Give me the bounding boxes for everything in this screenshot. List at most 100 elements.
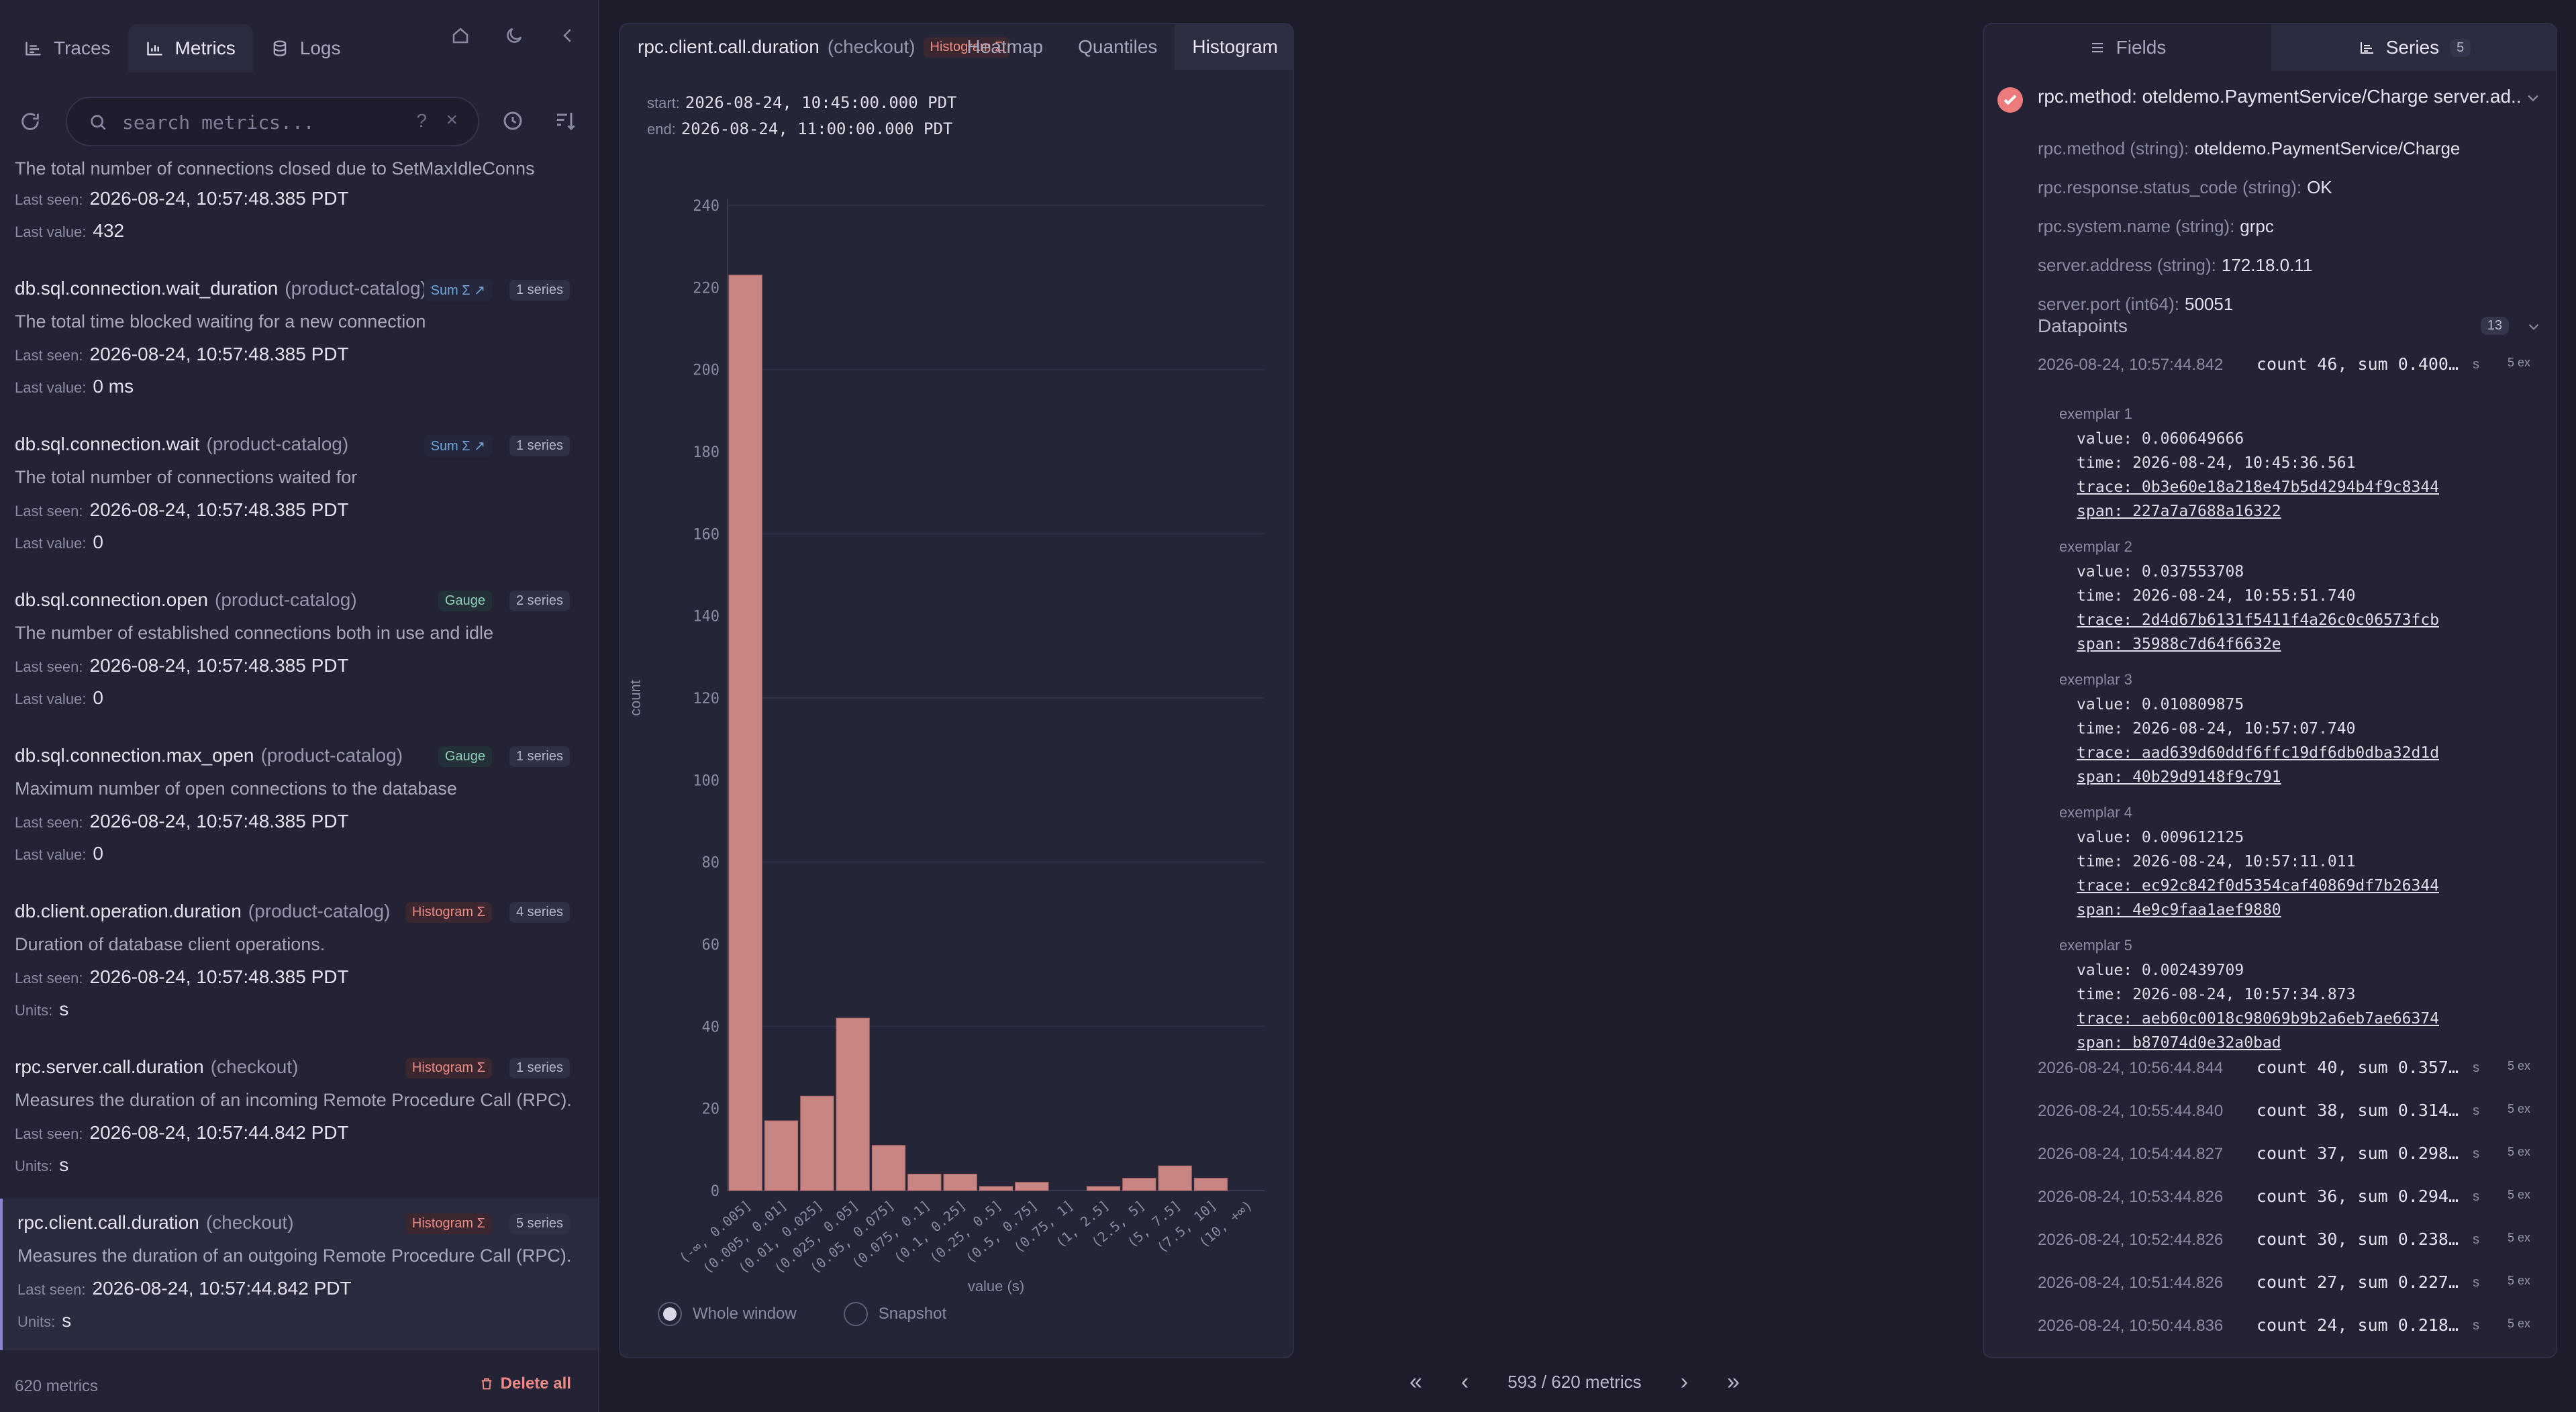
time-range: start: 2026-08-24, 10:45:00.000 PDT end: 2… xyxy=(647,90,956,142)
radio-whole-window-dot xyxy=(658,1302,682,1326)
traces-icon xyxy=(26,42,41,56)
series-selected-check-icon[interactable] xyxy=(1997,87,2023,113)
tab-series[interactable]: Series 5 xyxy=(2271,24,2556,71)
metric-service: (checkout) xyxy=(205,1212,294,1233)
metric-service: (product-catalog) xyxy=(285,278,427,299)
home-icon[interactable] xyxy=(450,26,470,46)
metric-description: The number of established connections bo… xyxy=(15,623,493,643)
moon-icon[interactable] xyxy=(504,26,524,46)
histogram-bar xyxy=(1086,1186,1121,1191)
search-clear-icon[interactable]: × xyxy=(446,109,458,131)
tab-quantiles[interactable]: Quantiles xyxy=(1078,36,1158,57)
metric-last-seen: Last seen: 2026-08-24, 10:57:44.842 PDT xyxy=(17,1278,352,1299)
metric-list-item[interactable]: db.sql.connection.wait_duration (product… xyxy=(0,264,598,420)
tab-histogram[interactable]: Histogram xyxy=(1175,24,1293,70)
histogram-bar xyxy=(1122,1178,1156,1191)
tab-traces[interactable]: Traces xyxy=(7,24,128,72)
exemplar-trace-link[interactable]: trace: 0b3e60e18a218e47b5d4294b4f9c8344 xyxy=(2077,478,2440,496)
histogram-bar xyxy=(728,274,762,1191)
exemplar-span-link[interactable]: span: 4e9c9faa1aef9880 xyxy=(2077,901,2281,919)
datapoint-row[interactable]: 2026-08-24, 10:49:44.832 count 18, sum 0… xyxy=(2038,1357,2545,1358)
histogram-bar xyxy=(907,1174,942,1191)
metric-list-item[interactable]: db.client.operation.duration (product-ca… xyxy=(0,887,598,1043)
exemplar-trace-link[interactable]: trace: aad639d60ddf6ffc19df6db0dba32d1d xyxy=(2077,744,2440,762)
datapoint-row[interactable]: 2026-08-24, 10:54:44.827 count 37, sum 0… xyxy=(2038,1142,2545,1180)
datapoint-summary: count 27, sum 0.227… xyxy=(2257,1272,2459,1292)
metric-list-item[interactable]: The total number of connections closed d… xyxy=(0,153,598,264)
metric-list-item[interactable]: rpc.server.call.duration (checkout) Hist… xyxy=(0,1043,598,1199)
sort-icon[interactable] xyxy=(553,109,577,133)
metric-series-badge: 4 series xyxy=(509,902,570,923)
series-attribute: rpc.system.name (string): grpc xyxy=(2038,216,2274,237)
metric-list-item[interactable]: db.sql.connection.open (product-catalog)… xyxy=(0,576,598,732)
metric-extra: Last value: 0 xyxy=(15,532,103,553)
radio-whole-window[interactable]: Whole window xyxy=(658,1302,797,1326)
chart-kind-badge: Histogram Σ xyxy=(923,36,1010,58)
datapoint-row[interactable]: 2026-08-24, 10:53:44.826 count 36, sum 0… xyxy=(2038,1185,2545,1223)
next-page-button[interactable]: › xyxy=(1680,1369,1689,1395)
exemplar-trace-link[interactable]: trace: aeb60c0018c98069b9b2a6eb7ae66374 xyxy=(2077,1010,2440,1027)
exemplar-trace-link[interactable]: trace: ec92c842f0d5354caf40869df7b26344 xyxy=(2077,877,2440,895)
refresh-icon[interactable] xyxy=(19,110,42,133)
exemplar-span-link[interactable]: span: 35988c7d64f6632e xyxy=(2077,636,2281,653)
exemplar-trace-link[interactable]: trace: 2d4d67b6131f5411f4a26c0c06573fcb xyxy=(2077,611,2440,629)
metric-extra-value: 0 xyxy=(93,687,103,708)
metric-list-item[interactable]: db.sql.connection.max_open (product-cata… xyxy=(0,732,598,887)
datapoint-summary: count 36, sum 0.294… xyxy=(2257,1187,2459,1206)
datapoint-exemplar-count[interactable]: 5 ex xyxy=(2508,1274,2531,1287)
tab-fields[interactable]: Fields xyxy=(1984,24,2271,71)
series-title[interactable]: rpc.method: oteldemo.PaymentService/Char… xyxy=(2038,86,2521,107)
exemplar-heading: exemplar 5 xyxy=(2059,937,2132,954)
sidebar-toolbar xyxy=(450,26,578,46)
datapoint-exemplar-count[interactable]: 5 ex xyxy=(2508,1059,2531,1072)
metric-extra: Units: s xyxy=(15,1154,68,1176)
exemplar: exemplar 4 value: 0.009612125 time: 2026… xyxy=(2059,800,2439,922)
datapoint-exemplar-count[interactable]: 5 ex xyxy=(2508,1145,2531,1158)
metric-list-item[interactable]: db.sql.connection.wait (product-catalog)… xyxy=(0,420,598,576)
exemplar-span-link[interactable]: span: b87074d0e32a0bad xyxy=(2077,1034,2281,1052)
tab-logs[interactable]: Logs xyxy=(253,24,358,72)
series-chevron-down-icon[interactable] xyxy=(2524,89,2542,107)
exemplar: exemplar 1 value: 0.060649666 time: 2026… xyxy=(2059,401,2439,523)
metric-description: The total number of connections waited f… xyxy=(15,467,358,487)
y-tick-label: 20 xyxy=(702,1101,720,1118)
radio-snapshot[interactable]: Snapshot xyxy=(843,1302,946,1326)
metric-list-item[interactable]: rpc.client.call.duration (checkout) Hist… xyxy=(0,1199,598,1350)
datapoint-exemplar-count[interactable]: 5 ex xyxy=(2508,1188,2531,1201)
y-tick-label: 100 xyxy=(693,772,720,789)
prev-page-button[interactable]: ‹ xyxy=(1460,1369,1469,1395)
datapoint-exemplar-count[interactable]: 5 ex xyxy=(2508,1231,2531,1244)
metric-series-badge: 1 series xyxy=(509,746,570,767)
datapoint-row[interactable]: 2026-08-24, 10:52:44.826 count 30, sum 0… xyxy=(2038,1228,2545,1266)
datapoint-unit: s xyxy=(2473,1189,2479,1204)
datapoint-row[interactable]: 2026-08-24, 10:56:44.844 count 40, sum 0… xyxy=(2038,1056,2545,1094)
tab-heatmap[interactable]: Heatmap xyxy=(967,36,1044,57)
datapoints-heading[interactable]: Datapoints xyxy=(2038,315,2128,336)
tab-metrics[interactable]: Metrics xyxy=(128,24,253,72)
history-icon[interactable] xyxy=(501,109,525,133)
datapoints-chevron-down-icon[interactable] xyxy=(2525,318,2542,336)
datapoint-exemplar-count[interactable]: 5 ex xyxy=(2508,1102,2531,1115)
delete-all-button[interactable]: Delete all xyxy=(479,1374,571,1393)
datapoint-exemplar-count[interactable]: 5 ex xyxy=(2508,1317,2531,1330)
last-page-button[interactable]: » xyxy=(1727,1369,1740,1395)
datapoint-exemplar-count[interactable]: 5 ex xyxy=(2508,356,2531,369)
datapoint-summary: count 37, sum 0.298… xyxy=(2257,1144,2459,1163)
search-input[interactable] xyxy=(122,106,404,138)
search-help-icon[interactable]: ? xyxy=(416,110,427,131)
y-tick-label: 240 xyxy=(693,198,720,215)
exemplar-span-link[interactable]: span: 40b29d9148f9c791 xyxy=(2077,768,2281,786)
datapoint-row[interactable]: 2026-08-24, 10:50:44.836 count 24, sum 0… xyxy=(2038,1314,2545,1352)
metric-last-seen: Last seen: 2026-08-24, 10:57:44.842 PDT xyxy=(15,1122,349,1144)
metric-extra-value: 0 xyxy=(93,532,103,552)
datapoint-row[interactable]: 2026-08-24, 10:57:44.842 count 46, sum 0… xyxy=(2038,353,2545,391)
last-seen-value: 2026-08-24, 10:57:44.842 PDT xyxy=(89,1122,349,1143)
datapoint-summary: count 30, sum 0.238… xyxy=(2257,1229,2459,1249)
datapoint-row[interactable]: 2026-08-24, 10:55:44.840 count 38, sum 0… xyxy=(2038,1099,2545,1137)
first-page-button[interactable]: « xyxy=(1409,1369,1422,1395)
metric-badges: Histogram Σ 4 series xyxy=(405,902,570,923)
exemplar-span-link[interactable]: span: 227a7a7688a16322 xyxy=(2077,503,2281,520)
collapse-chevron-icon[interactable] xyxy=(558,26,578,46)
datapoint-row[interactable]: 2026-08-24, 10:51:44.826 count 27, sum 0… xyxy=(2038,1271,2545,1309)
last-seen-label: Last seen: xyxy=(15,347,83,364)
